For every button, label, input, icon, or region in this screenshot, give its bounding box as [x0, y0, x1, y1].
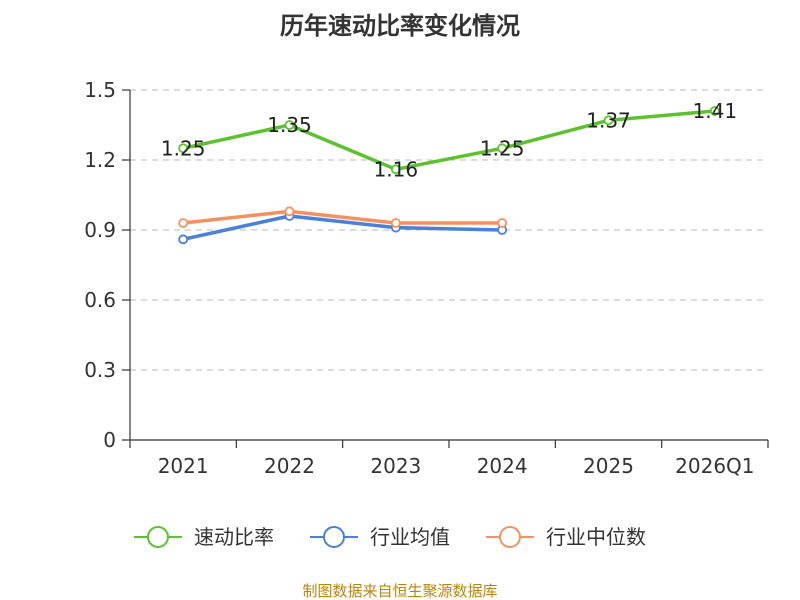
y-tick-label: 0	[103, 428, 116, 452]
y-tick-label: 1.5	[84, 78, 116, 102]
series-line-1	[182, 214, 503, 242]
data-label: 1.16	[374, 157, 419, 181]
data-label: 1.25	[161, 136, 206, 160]
x-tick-label: 2023	[370, 454, 421, 478]
data-point	[178, 143, 189, 154]
series-group	[178, 106, 720, 245]
y-tick-label: 0.9	[84, 218, 116, 242]
x-tick-label: 2026Q1	[675, 454, 754, 478]
legend: 速动比率 行业均值 行业中位数	[134, 525, 646, 549]
data-point	[390, 164, 401, 175]
series-line-2	[182, 209, 503, 225]
axes: 0 0.3 0.6 0.9 1.2 1.5 2021 2022 2023 2024 2025 2026…	[84, 78, 769, 478]
data-point	[709, 106, 720, 116]
y-tick-label: 0.6	[84, 288, 116, 312]
data-point	[497, 143, 508, 154]
series-line-0	[182, 109, 715, 172]
data-label: 1.35	[267, 113, 312, 137]
data-label: 1.41	[693, 99, 738, 123]
y-tick-label: 1.2	[84, 148, 116, 172]
data-labels: 1.25 1.35 1.16 1.25 1.37 1.41	[161, 99, 737, 181]
data-point	[178, 218, 189, 228]
x-tick-label: 2022	[264, 454, 315, 478]
data-point	[178, 234, 189, 245]
data-point	[497, 218, 508, 228]
legend-marker	[499, 526, 521, 548]
legend-marker	[323, 526, 345, 548]
legend-label: 行业中位数	[546, 525, 646, 549]
x-tick-label: 2024	[477, 454, 528, 478]
data-point	[390, 218, 401, 228]
data-label: 1.37	[586, 108, 631, 132]
legend-label: 行业均值	[370, 525, 450, 549]
legend-marker	[147, 526, 169, 548]
y-tick-label: 0.3	[84, 358, 116, 382]
data-point	[284, 206, 295, 217]
data-point	[603, 115, 614, 126]
data-label: 1.25	[480, 136, 525, 160]
x-tick-label: 2021	[158, 454, 209, 478]
data-point	[284, 120, 295, 130]
chart-title: 历年速动比率变化情况	[280, 12, 520, 40]
source-note: 制图数据来自恒生聚源数据库	[302, 582, 497, 600]
x-tick-label: 2025	[583, 454, 634, 478]
legend-label: 速动比率	[194, 525, 274, 549]
